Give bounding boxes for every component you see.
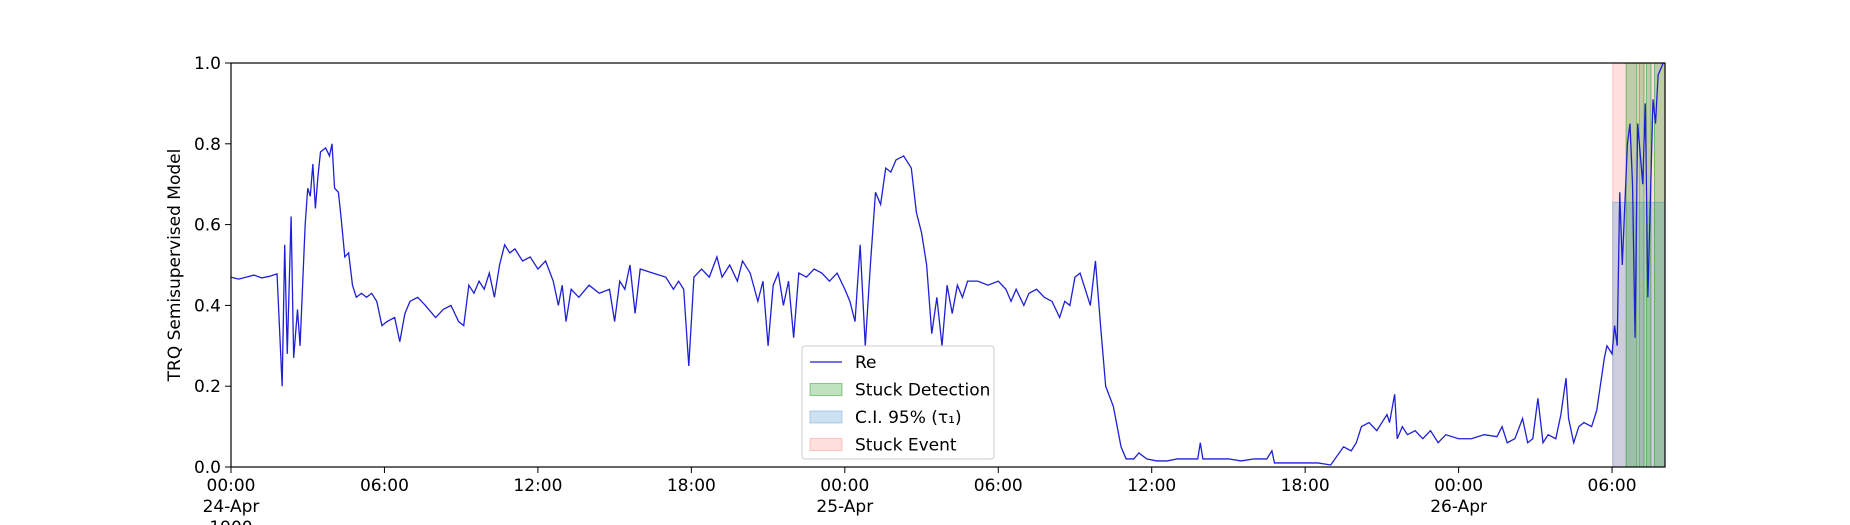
series-line <box>230 62 1664 466</box>
x-tick-label: 00:00 <box>820 476 869 496</box>
legend-label: Stuck Detection <box>855 381 990 401</box>
y-tick-label: 1.0 <box>194 54 221 74</box>
legend-box <box>801 345 995 460</box>
x-tick-label: 06:00 <box>974 476 1023 496</box>
x-tick-label: 00:00 <box>207 476 256 496</box>
legend-handle <box>809 383 843 396</box>
legend-label: C.I. 95% (τ₁) <box>855 408 962 428</box>
y-tick-label: 0.6 <box>194 216 221 236</box>
y-tick-label: 0.2 <box>194 377 221 397</box>
legend-handle <box>809 438 843 451</box>
legend-label: Stuck Event <box>855 436 957 456</box>
x-date-label: 26-Apr <box>1430 497 1487 517</box>
span <box>1638 62 1645 468</box>
x-tick-label: 18:00 <box>1281 476 1330 496</box>
x-tick-label: 06:00 <box>1588 476 1637 496</box>
x-date-label: 24-Apr <box>203 497 260 517</box>
y-tick-label: 0.0 <box>194 458 221 478</box>
x-date-label: 25-Apr <box>816 497 873 517</box>
x-tick-label: 00:00 <box>1434 476 1483 496</box>
y-tick-label: 0.4 <box>194 296 221 316</box>
legend-handle <box>809 410 843 424</box>
legend-label: Re <box>855 353 877 373</box>
x-tick-label: 12:00 <box>1127 476 1176 496</box>
x-tick-label: 18:00 <box>667 476 716 496</box>
y-axis-label: TRQ Semisupervised Model <box>165 149 185 383</box>
x-tick-label: 12:00 <box>513 476 562 496</box>
x-year-label: 1900 <box>209 518 252 525</box>
span <box>1625 62 1638 468</box>
x-tick-label: 06:00 <box>360 476 409 496</box>
y-tick-label: 0.8 <box>194 135 221 155</box>
axes-frame <box>230 62 1666 468</box>
